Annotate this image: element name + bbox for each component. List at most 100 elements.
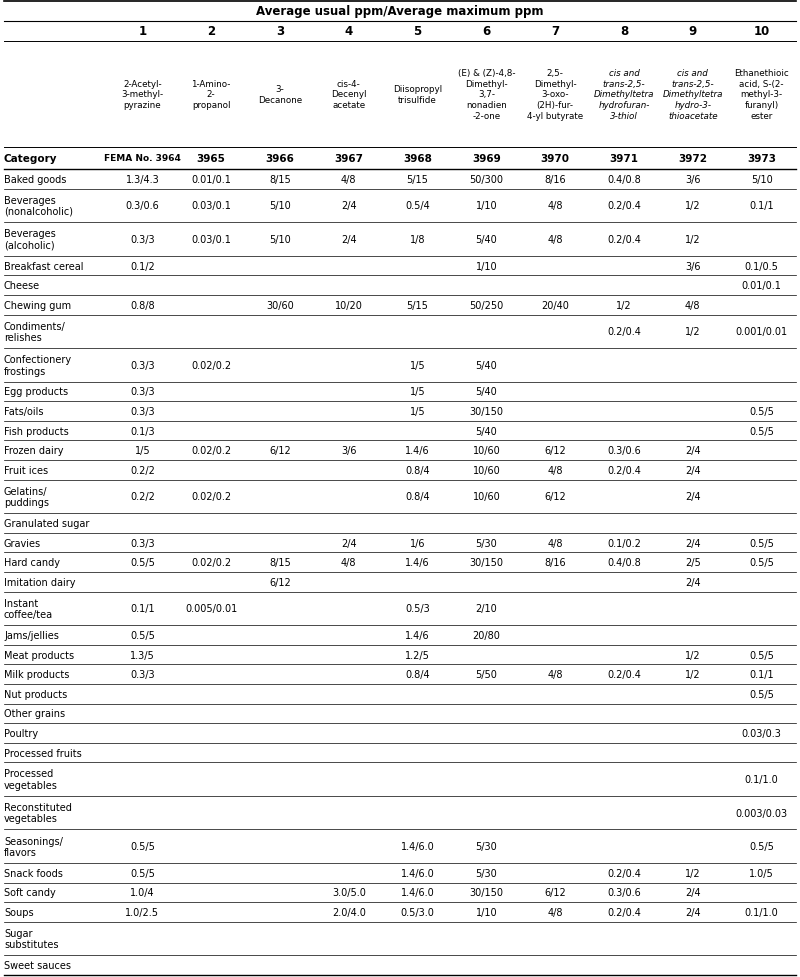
Text: 1.4/6.0: 1.4/6.0 [401, 868, 434, 878]
Text: 4/8: 4/8 [341, 558, 357, 568]
Text: 0.005/0.01: 0.005/0.01 [185, 604, 238, 614]
Text: 3: 3 [276, 25, 284, 38]
Text: 0.3/3: 0.3/3 [130, 361, 154, 370]
Text: 2/5: 2/5 [685, 558, 701, 568]
Text: 0.02/0.2: 0.02/0.2 [191, 492, 231, 502]
Text: 0.3/0.6: 0.3/0.6 [126, 201, 159, 211]
Text: 50/300: 50/300 [470, 175, 503, 185]
Text: 6/12: 6/12 [544, 887, 566, 898]
Text: 0.1/1.0: 0.1/1.0 [745, 907, 778, 917]
Text: 0.03/0.1: 0.03/0.1 [191, 234, 231, 244]
Text: FEMA No. 3964: FEMA No. 3964 [104, 154, 181, 163]
Text: 4/8: 4/8 [547, 538, 563, 548]
Text: 6/12: 6/12 [544, 446, 566, 456]
Text: 30/150: 30/150 [470, 406, 503, 416]
Text: 10/20: 10/20 [335, 300, 362, 311]
Text: 5/30: 5/30 [475, 868, 498, 878]
Text: 0.3/3: 0.3/3 [130, 234, 154, 244]
Text: 5/50: 5/50 [475, 669, 498, 679]
Text: 2/4: 2/4 [685, 538, 701, 548]
Text: 10/60: 10/60 [473, 465, 500, 476]
Text: Baked goods: Baked goods [4, 175, 66, 185]
Text: 0.5/5: 0.5/5 [130, 841, 155, 851]
Text: Processed fruits: Processed fruits [4, 747, 82, 758]
Text: 4: 4 [345, 25, 353, 38]
Text: 1/2: 1/2 [685, 327, 701, 337]
Text: 0.2/2: 0.2/2 [130, 465, 155, 476]
Text: Granulated sugar: Granulated sugar [4, 519, 90, 529]
Text: 3965: 3965 [197, 153, 226, 164]
Text: Reconstituted
vegetables: Reconstituted vegetables [4, 802, 72, 824]
Text: 1/2: 1/2 [685, 234, 701, 244]
Text: Condiments/
relishes: Condiments/ relishes [4, 321, 66, 343]
Text: 10/60: 10/60 [473, 492, 500, 502]
Text: Beverages
(nonalcoholic): Beverages (nonalcoholic) [4, 195, 73, 217]
Text: 0.1/1: 0.1/1 [750, 669, 774, 679]
Text: 2/4: 2/4 [685, 887, 701, 898]
Text: 1/2: 1/2 [616, 300, 632, 311]
Text: 0.1/0.2: 0.1/0.2 [607, 538, 641, 548]
Text: Other grains: Other grains [4, 708, 65, 719]
Text: 1.4/6: 1.4/6 [406, 446, 430, 456]
Text: Nut products: Nut products [4, 689, 67, 699]
Text: 1/8: 1/8 [410, 234, 426, 244]
Text: Diisopropyl
trisulfide: Diisopropyl trisulfide [393, 85, 442, 105]
Text: 0.5/5: 0.5/5 [749, 558, 774, 568]
Text: cis and
trans-2,5-
Dimethyltetra
hydro-3-
thioacetate: cis and trans-2,5- Dimethyltetra hydro-3… [662, 69, 723, 121]
Text: (E) & (Z)-4,8-
Dimethyl-
3,7-
nonadien
-2-one: (E) & (Z)-4,8- Dimethyl- 3,7- nonadien -… [458, 69, 515, 121]
Text: 3-
Decanone: 3- Decanone [258, 85, 302, 105]
Text: 0.5/5: 0.5/5 [749, 406, 774, 416]
Text: 1.0/5: 1.0/5 [750, 868, 774, 878]
Text: 8/16: 8/16 [544, 175, 566, 185]
Text: 1.4/6: 1.4/6 [406, 558, 430, 568]
Text: Egg products: Egg products [4, 387, 68, 397]
Text: 5: 5 [414, 25, 422, 38]
Text: 3971: 3971 [610, 153, 638, 164]
Text: Frozen dairy: Frozen dairy [4, 446, 63, 456]
Text: 0.5/5: 0.5/5 [749, 841, 774, 851]
Text: Snack foods: Snack foods [4, 868, 63, 878]
Text: Category: Category [4, 153, 58, 164]
Text: Processed
vegetables: Processed vegetables [4, 769, 58, 789]
Text: 8/15: 8/15 [269, 175, 291, 185]
Text: 2.0/4.0: 2.0/4.0 [332, 907, 366, 917]
Text: 4/8: 4/8 [547, 465, 563, 476]
Text: 1/2: 1/2 [685, 201, 701, 211]
Text: 0.2/0.4: 0.2/0.4 [607, 465, 641, 476]
Text: 2/4: 2/4 [685, 446, 701, 456]
Text: 30/150: 30/150 [470, 887, 503, 898]
Text: 1/2: 1/2 [685, 669, 701, 679]
Text: 10: 10 [754, 25, 770, 38]
Text: 6/12: 6/12 [269, 446, 291, 456]
Text: Fish products: Fish products [4, 426, 69, 436]
Text: 4/8: 4/8 [341, 175, 357, 185]
Text: 4/8: 4/8 [547, 201, 563, 211]
Text: Milk products: Milk products [4, 669, 70, 679]
Text: 0.5/5: 0.5/5 [749, 426, 774, 436]
Text: Confectionery
frostings: Confectionery frostings [4, 355, 72, 376]
Text: 2/4: 2/4 [685, 465, 701, 476]
Text: 3973: 3973 [747, 153, 776, 164]
Text: 1/5: 1/5 [410, 387, 426, 397]
Text: 0.03/0.3: 0.03/0.3 [742, 728, 782, 739]
Text: 2/4: 2/4 [685, 907, 701, 917]
Text: 1.4/6.0: 1.4/6.0 [401, 841, 434, 851]
Text: 0.02/0.2: 0.02/0.2 [191, 558, 231, 568]
Text: 20/80: 20/80 [473, 630, 500, 640]
Text: 0.2/0.4: 0.2/0.4 [607, 327, 641, 337]
Text: 0.8/4: 0.8/4 [406, 669, 430, 679]
Text: 0.3/3: 0.3/3 [130, 387, 154, 397]
Text: 2-Acetyl-
3-methyl-
pyrazine: 2-Acetyl- 3-methyl- pyrazine [122, 80, 163, 110]
Text: 1.0/2.5: 1.0/2.5 [126, 907, 159, 917]
Text: 3/6: 3/6 [341, 446, 357, 456]
Text: 1.4/6: 1.4/6 [406, 630, 430, 640]
Text: cis-4-
Decenyl
acetate: cis-4- Decenyl acetate [331, 80, 366, 110]
Text: Sugar
substitutes: Sugar substitutes [4, 928, 58, 950]
Text: 1/5: 1/5 [410, 361, 426, 370]
Text: 5/40: 5/40 [475, 387, 498, 397]
Text: 3966: 3966 [266, 153, 294, 164]
Text: 1/10: 1/10 [475, 201, 498, 211]
Text: Jams/jellies: Jams/jellies [4, 630, 59, 640]
Text: Hard candy: Hard candy [4, 558, 60, 568]
Text: Beverages
(alcoholic): Beverages (alcoholic) [4, 230, 56, 250]
